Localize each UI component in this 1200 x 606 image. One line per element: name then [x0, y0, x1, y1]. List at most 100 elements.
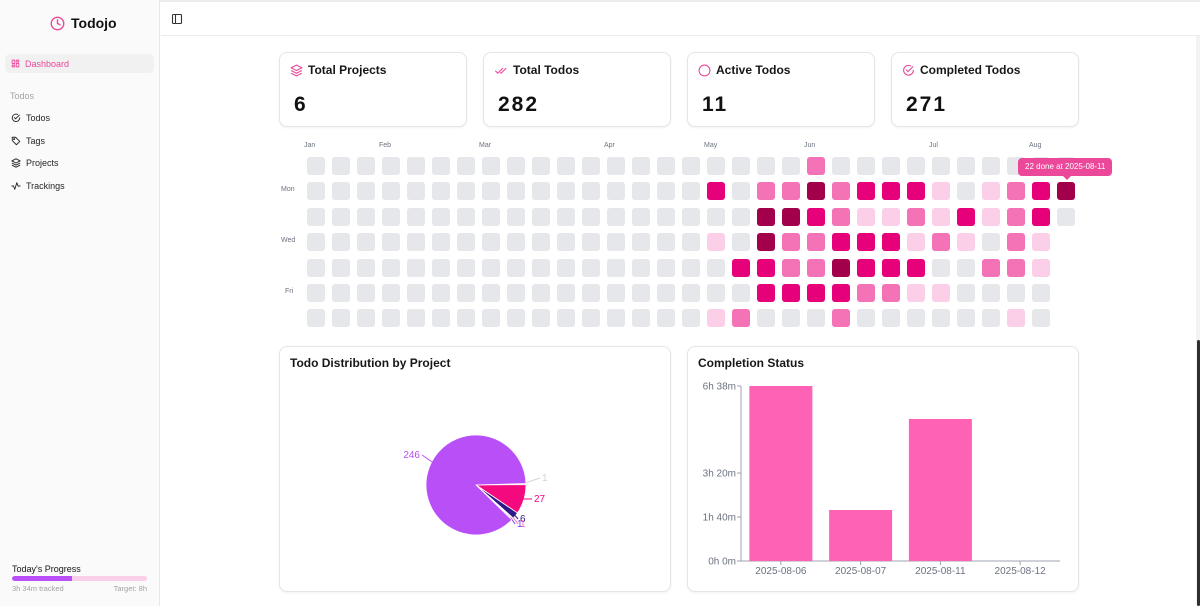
heatmap-cell[interactable] — [482, 284, 500, 302]
heatmap-cell[interactable] — [757, 258, 775, 277]
heatmap-cell[interactable] — [357, 284, 375, 302]
brand[interactable]: Todojo — [50, 15, 117, 31]
heatmap-cell[interactable] — [982, 157, 1000, 175]
heatmap-cell[interactable] — [457, 182, 475, 201]
heatmap-cell[interactable] — [332, 207, 350, 226]
heatmap-cell[interactable] — [832, 157, 850, 175]
heatmap-cell[interactable] — [657, 207, 675, 226]
heatmap-cell[interactable] — [732, 284, 750, 302]
heatmap-cell[interactable] — [682, 309, 700, 328]
heatmap-cell[interactable] — [482, 258, 500, 277]
heatmap-cell[interactable] — [807, 258, 825, 277]
heatmap-cell[interactable] — [432, 309, 450, 328]
heatmap-cell[interactable] — [957, 284, 975, 302]
heatmap-cell[interactable] — [982, 284, 1000, 302]
heatmap-cell[interactable] — [732, 258, 750, 277]
heatmap-cell[interactable] — [682, 207, 700, 226]
heatmap-cell[interactable] — [857, 309, 875, 328]
heatmap-cell[interactable] — [832, 182, 850, 201]
heatmap-cell[interactable] — [957, 309, 975, 328]
heatmap-cell[interactable] — [557, 207, 575, 226]
heatmap-cell[interactable] — [657, 258, 675, 277]
heatmap-cell[interactable] — [1007, 284, 1025, 302]
heatmap-cell[interactable] — [957, 233, 975, 252]
heatmap-cell[interactable] — [907, 157, 925, 175]
heatmap-cell[interactable] — [707, 182, 725, 201]
heatmap-cell[interactable] — [932, 157, 950, 175]
heatmap-cell[interactable] — [657, 157, 675, 175]
heatmap-cell[interactable] — [657, 309, 675, 328]
heatmap-cell[interactable] — [707, 309, 725, 328]
heatmap-cell[interactable] — [357, 233, 375, 252]
heatmap-cell[interactable] — [632, 258, 650, 277]
heatmap-cell[interactable] — [882, 157, 900, 175]
heatmap-cell[interactable] — [832, 207, 850, 226]
sidebar-item-todos[interactable]: Todos — [11, 113, 50, 123]
heatmap-cell[interactable] — [557, 233, 575, 252]
heatmap-cell[interactable] — [432, 182, 450, 201]
heatmap-cell[interactable] — [757, 233, 775, 252]
heatmap-cell[interactable] — [732, 157, 750, 175]
heatmap-cell[interactable] — [1057, 182, 1075, 201]
heatmap-cell[interactable] — [882, 258, 900, 277]
heatmap-cell[interactable] — [807, 157, 825, 175]
heatmap-cell[interactable] — [782, 157, 800, 175]
heatmap-cell[interactable] — [982, 207, 1000, 226]
heatmap-cell[interactable] — [432, 157, 450, 175]
heatmap-cell[interactable] — [932, 258, 950, 277]
heatmap-cell[interactable] — [857, 182, 875, 201]
heatmap-cell[interactable] — [332, 309, 350, 328]
heatmap-cell[interactable] — [632, 207, 650, 226]
heatmap-cell[interactable] — [1007, 233, 1025, 252]
heatmap-cell[interactable] — [832, 233, 850, 252]
heatmap-cell[interactable] — [532, 309, 550, 328]
heatmap-cell[interactable] — [807, 182, 825, 201]
heatmap-cell[interactable] — [732, 309, 750, 328]
heatmap-cell[interactable] — [432, 233, 450, 252]
heatmap-cell[interactable] — [682, 284, 700, 302]
heatmap-cell[interactable] — [507, 233, 525, 252]
heatmap-cell[interactable] — [1007, 309, 1025, 328]
heatmap-cell[interactable] — [507, 309, 525, 328]
heatmap-cell[interactable] — [682, 258, 700, 277]
heatmap-cell[interactable] — [382, 157, 400, 175]
heatmap-cell[interactable] — [882, 182, 900, 201]
heatmap-cell[interactable] — [807, 207, 825, 226]
heatmap-cell[interactable] — [307, 233, 325, 252]
heatmap-cell[interactable] — [857, 157, 875, 175]
heatmap-cell[interactable] — [382, 207, 400, 226]
heatmap-cell[interactable] — [382, 233, 400, 252]
sidebar-item-trackings[interactable]: Trackings — [11, 181, 65, 191]
sidebar-toggle-icon[interactable] — [171, 13, 183, 25]
heatmap-cell[interactable] — [1057, 207, 1075, 226]
heatmap-cell[interactable] — [457, 233, 475, 252]
heatmap-cell[interactable] — [757, 309, 775, 328]
heatmap-cell[interactable] — [507, 284, 525, 302]
heatmap-cell[interactable] — [507, 182, 525, 201]
heatmap-cell[interactable] — [1032, 258, 1050, 277]
heatmap-cell[interactable] — [857, 258, 875, 277]
heatmap-cell[interactable] — [907, 182, 925, 201]
sidebar-item-projects[interactable]: Projects — [11, 158, 59, 168]
heatmap-cell[interactable] — [407, 207, 425, 226]
heatmap-cell[interactable] — [682, 233, 700, 252]
heatmap-cell[interactable] — [632, 233, 650, 252]
heatmap-cell[interactable] — [432, 207, 450, 226]
heatmap-cell[interactable] — [482, 309, 500, 328]
heatmap-cell[interactable] — [982, 182, 1000, 201]
pie-slice[interactable] — [425, 434, 527, 536]
heatmap-cell[interactable] — [782, 182, 800, 201]
heatmap-cell[interactable] — [457, 309, 475, 328]
heatmap-cell[interactable] — [957, 182, 975, 201]
heatmap-cell[interactable] — [757, 284, 775, 302]
heatmap-cell[interactable] — [682, 182, 700, 201]
heatmap-cell[interactable] — [357, 182, 375, 201]
heatmap-cell[interactable] — [582, 233, 600, 252]
heatmap-cell[interactable] — [732, 182, 750, 201]
heatmap-cell[interactable] — [907, 258, 925, 277]
heatmap-cell[interactable] — [482, 157, 500, 175]
heatmap-cell[interactable] — [807, 309, 825, 328]
heatmap-cell[interactable] — [832, 258, 850, 277]
heatmap-cell[interactable] — [632, 284, 650, 302]
sidebar-item-dashboard[interactable]: Dashboard — [5, 54, 154, 73]
